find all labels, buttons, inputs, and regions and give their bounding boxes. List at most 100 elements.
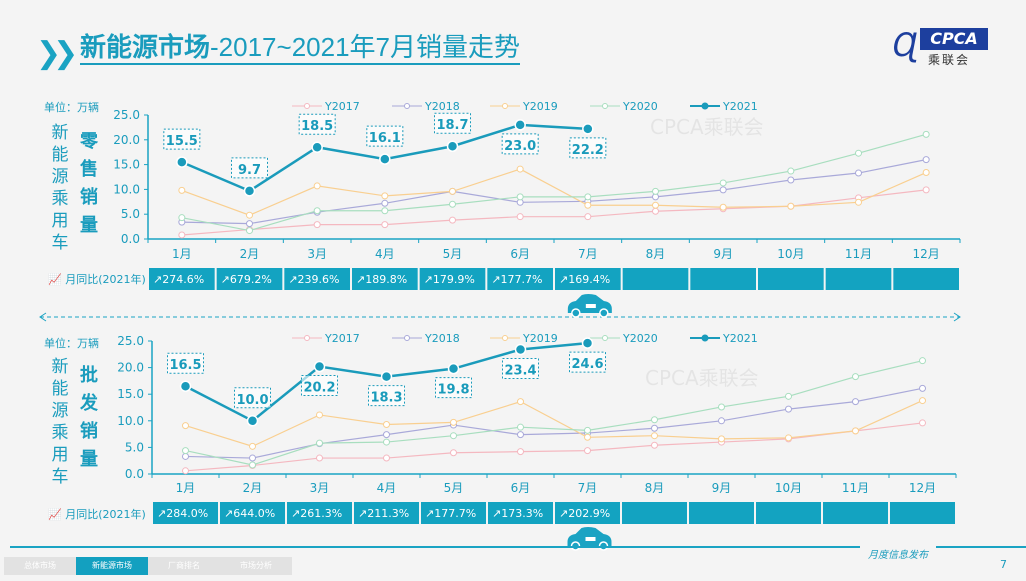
data-point [516, 213, 524, 221]
data-label-box [435, 377, 472, 399]
yoy-label: 📈 月同比(2021年) [48, 273, 146, 286]
x-tick-label: 11月 [842, 481, 869, 495]
data-label: 18.5 [301, 119, 333, 134]
x-tick-label: 2月 [243, 481, 263, 495]
data-label: 23.0 [504, 139, 536, 154]
data-point [178, 231, 186, 239]
metric-label: 批发销量 [80, 365, 98, 470]
yoy-value: ↗644.0% [224, 507, 275, 520]
x-tick-label: 6月 [511, 481, 531, 495]
data-point [246, 211, 253, 219]
yoy-cell [216, 268, 283, 290]
data-label: 9.7 [238, 163, 261, 178]
data-point [517, 431, 524, 439]
data-label: 18.7 [436, 118, 468, 133]
x-tick-label: 8月 [646, 247, 666, 261]
data-point [652, 207, 659, 215]
data-point [652, 187, 659, 195]
yoy-cell [758, 268, 824, 290]
footer-tab[interactable]: 厂商排名 [148, 557, 220, 575]
data-point [584, 193, 592, 201]
data-point [381, 192, 389, 200]
data-point [249, 442, 256, 450]
data-point [514, 343, 527, 356]
yoy-cell [487, 268, 553, 290]
legend-label: Y2017 [324, 100, 360, 113]
data-point [719, 203, 727, 211]
legend-marker [502, 335, 508, 341]
x-tick-label: 7月 [578, 481, 598, 495]
data-point [785, 392, 792, 400]
x-tick-label: 2月 [240, 247, 260, 261]
data-point [383, 421, 390, 429]
yoy-value: ↗679.2% [221, 273, 272, 286]
footer-tab[interactable]: 新能源市场 [76, 557, 148, 575]
data-point [313, 207, 321, 215]
data-point [381, 199, 389, 207]
x-tick-label: 1月 [172, 247, 192, 261]
y-tick-label: 5.0 [121, 207, 140, 221]
x-tick-label: 12月 [909, 481, 936, 495]
data-point [182, 422, 189, 430]
data-point [922, 186, 930, 194]
data-label-box [569, 351, 606, 373]
arrow-icon [39, 312, 961, 322]
car-icon [567, 294, 612, 318]
data-point [450, 432, 457, 440]
metric-label: 零售销量 [80, 131, 98, 236]
data-point [516, 165, 524, 173]
watermark: CPCA乘联会 [650, 115, 764, 139]
data-label-box [298, 113, 336, 135]
series-line-Y2020 [185, 360, 923, 466]
footer-tab[interactable]: 总体市场 [4, 557, 76, 575]
data-point [313, 221, 321, 229]
page-title: 新能源市场-2017~2021年7月销量走势 [80, 31, 520, 65]
data-label: 22.2 [572, 143, 604, 158]
yoy-cell [220, 502, 285, 524]
x-tick-label: 11月 [845, 247, 872, 261]
data-point [718, 403, 725, 411]
data-point [447, 362, 460, 375]
y-tick-label: 10.0 [113, 182, 140, 196]
y-tick-label: 15.0 [117, 387, 144, 401]
yoy-value: ↗202.9% [559, 507, 610, 520]
car-body [567, 527, 612, 546]
data-point [179, 380, 192, 392]
x-tick-label: 5月 [443, 247, 463, 261]
data-point [243, 185, 256, 197]
data-point [311, 141, 323, 153]
yoy-cell [488, 502, 553, 524]
data-point [182, 447, 189, 455]
yoy-value: ↗261.3% [291, 507, 342, 520]
data-label: 15.5 [166, 134, 198, 149]
data-point [517, 398, 524, 406]
data-point [584, 426, 591, 434]
x-tick-label: 3月 [307, 247, 327, 261]
data-point [316, 439, 323, 447]
footer-tab[interactable]: 市场分析 [220, 557, 292, 575]
unit-label: 单位：万辆 [44, 101, 99, 114]
data-point [381, 207, 389, 215]
x-tick-label: 9月 [713, 247, 733, 261]
data-label: 20.2 [303, 381, 335, 396]
legend-label: Y2018 [424, 100, 460, 113]
data-point [922, 156, 930, 164]
x-tick-label: 3月 [310, 481, 330, 495]
yoy-cell [890, 502, 955, 524]
legend-label: Y2020 [622, 100, 658, 113]
y-tick-label: 20.0 [113, 133, 140, 147]
data-point [316, 411, 323, 419]
y-tick-label: 20.0 [117, 361, 144, 375]
data-label-box [569, 137, 607, 159]
data-point [449, 200, 456, 208]
data-point [651, 432, 658, 440]
yoy-cell [352, 268, 418, 290]
series-line-Y2019 [185, 400, 923, 447]
legend-label: Y2019 [522, 100, 558, 113]
data-point [516, 193, 524, 201]
y-tick-label: 15.0 [113, 158, 140, 172]
yoy-value: ↗177.7% [425, 507, 476, 520]
data-label-box [368, 385, 405, 407]
data-point [450, 449, 457, 457]
data-point [246, 220, 253, 228]
